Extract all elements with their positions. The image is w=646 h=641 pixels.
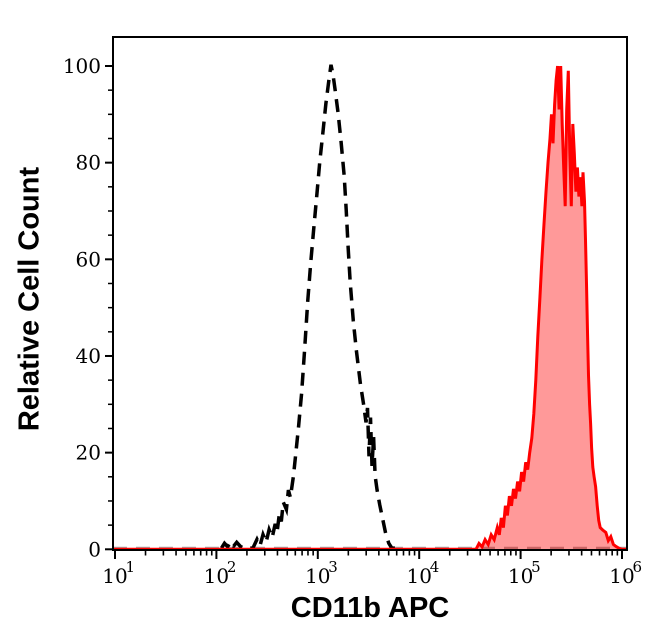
x-tick-label: 10 — [204, 564, 229, 588]
x-tick-exponent: 6 — [633, 558, 643, 576]
x-tick-label: 10 — [102, 564, 127, 588]
x-tick-exponent: 5 — [531, 558, 541, 576]
x-tick-label: 10 — [609, 564, 634, 588]
y-tick-label: 60 — [76, 247, 101, 271]
cd11b-apc-stained-filled-histogram-line — [113, 65, 628, 551]
y-tick-label: 40 — [76, 344, 101, 368]
plot-frame — [112, 36, 628, 551]
x-axis-title: CD11b APC — [290, 592, 450, 624]
x-tick-exponent: 1 — [126, 558, 136, 576]
x-tick-label: 10 — [508, 564, 533, 588]
cd11b-apc-stained-filled-histogram-fill — [113, 66, 628, 550]
x-tick-exponent: 3 — [328, 558, 338, 576]
x-tick-exponent: 2 — [227, 558, 237, 576]
x-tick-label: 10 — [305, 564, 330, 588]
y-tick-label: 20 — [76, 441, 101, 465]
x-tick-label: 10 — [406, 564, 431, 588]
y-tick-label: 0 — [88, 537, 101, 561]
unstained-control-open-histogram-line — [220, 64, 395, 551]
y-tick-label: 100 — [63, 54, 101, 78]
y-tick-label: 80 — [76, 151, 101, 175]
y-axis-title: Relative Cell Count — [13, 166, 46, 432]
x-tick-exponent: 4 — [430, 558, 440, 576]
